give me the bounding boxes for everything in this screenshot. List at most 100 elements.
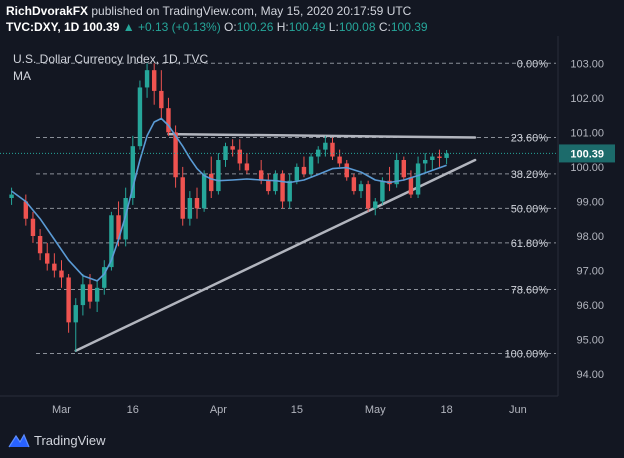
candle-body bbox=[94, 287, 100, 302]
candle-body bbox=[401, 160, 407, 178]
candle-down bbox=[230, 139, 235, 157]
tradingview-brand: TradingView bbox=[34, 432, 106, 448]
candle-down bbox=[344, 160, 349, 181]
candle-up bbox=[187, 191, 193, 226]
candle-down bbox=[209, 156, 214, 198]
candlestick-chart[interactable]: 0.00% 23.60% 38.20% 50.00% 61.80% 78.60% 100.0… bbox=[0, 36, 624, 421]
time-axis[interactable]: Mar 16 Apr 15 May 18 Jun bbox=[52, 404, 527, 416]
time-tick-label: May bbox=[365, 404, 386, 416]
time-tick-label: Jun bbox=[509, 404, 527, 416]
candle-down bbox=[30, 211, 36, 243]
close-label: C: bbox=[378, 20, 391, 34]
last-price-badge-label: 100.39 bbox=[570, 148, 604, 160]
candle-body bbox=[187, 198, 193, 219]
fib-label: 38.20% bbox=[511, 169, 549, 181]
chart-background bbox=[0, 36, 624, 421]
ma-legend[interactable]: MA bbox=[13, 69, 31, 83]
candle-down bbox=[244, 153, 250, 174]
candle-down bbox=[351, 173, 357, 195]
chart-title: U.S. Dollar Currency Index, 1D, TVC bbox=[13, 52, 209, 66]
candle-down bbox=[87, 274, 93, 309]
candle-body bbox=[116, 215, 121, 240]
candle-down bbox=[365, 180, 371, 212]
candle-down bbox=[166, 97, 171, 136]
candle-body bbox=[287, 180, 292, 202]
candle-up bbox=[144, 63, 150, 98]
candle-body bbox=[216, 160, 221, 192]
candle-up bbox=[80, 274, 86, 316]
ma-line bbox=[11, 117, 447, 282]
candle-body bbox=[437, 156, 442, 158]
candle-body bbox=[415, 163, 421, 195]
candle-body bbox=[430, 156, 435, 160]
candle-up bbox=[137, 80, 143, 150]
candle-body bbox=[73, 305, 78, 323]
candle-up bbox=[358, 180, 364, 198]
candle-body bbox=[394, 160, 399, 185]
candle-up bbox=[273, 170, 278, 195]
publish-line: RichDvorakFX published on TradingView.co… bbox=[6, 4, 411, 18]
price-tick-label: 101.00 bbox=[570, 127, 604, 139]
candle-up bbox=[373, 198, 378, 216]
symbol-label: TVC:DXY, 1D bbox=[6, 20, 80, 34]
candle-body bbox=[444, 153, 449, 158]
candle-body bbox=[173, 132, 178, 178]
candle-body bbox=[109, 215, 114, 268]
trendline-support[interactable] bbox=[74, 158, 477, 352]
candle-down bbox=[52, 253, 57, 278]
tradingview-footer[interactable]: TradingView bbox=[8, 429, 106, 451]
author-name[interactable]: RichDvorakFX bbox=[6, 4, 89, 18]
candle-down bbox=[180, 166, 185, 226]
candle-body bbox=[23, 201, 29, 219]
close-value: 100.39 bbox=[390, 20, 428, 34]
candle-down bbox=[66, 274, 71, 333]
price-tick-label: 97.00 bbox=[576, 266, 604, 278]
candle-up bbox=[73, 298, 78, 352]
price-axis[interactable]: 103.00 102.00 101.00 100.00 99.00 98.00 97.00 9… bbox=[559, 58, 615, 381]
candle-down bbox=[23, 194, 29, 226]
trendline-resistance[interactable] bbox=[167, 132, 477, 139]
candle-body bbox=[201, 173, 207, 209]
candle-down bbox=[159, 70, 164, 119]
candle-body bbox=[45, 253, 50, 264]
price-tick-label: 98.00 bbox=[576, 231, 604, 243]
candle-body bbox=[330, 142, 335, 157]
candle-body bbox=[308, 156, 314, 174]
tradingview-logo-icon bbox=[8, 433, 30, 448]
candle-body bbox=[209, 173, 214, 192]
candle-down bbox=[330, 137, 335, 160]
candle-up bbox=[415, 156, 421, 198]
candle-down bbox=[437, 149, 442, 167]
candle-up bbox=[422, 153, 428, 174]
candle-body bbox=[344, 163, 349, 178]
candle-body bbox=[66, 277, 71, 323]
price-tick-label: 94.00 bbox=[576, 369, 604, 381]
candle-down bbox=[401, 156, 407, 181]
candle-body bbox=[123, 198, 128, 240]
candle-up bbox=[323, 135, 328, 157]
candle-body bbox=[194, 198, 200, 209]
candle-body bbox=[30, 218, 36, 236]
low-label: L: bbox=[328, 20, 339, 34]
candle-down bbox=[59, 260, 64, 288]
candle-body bbox=[230, 146, 235, 150]
candle-up bbox=[94, 280, 100, 312]
publish-header: RichDvorakFX published on TradingView.co… bbox=[0, 0, 624, 36]
candle-down bbox=[301, 156, 307, 178]
candle-body bbox=[137, 87, 143, 147]
candle-body bbox=[237, 149, 242, 164]
candle-body bbox=[373, 201, 378, 209]
candle-body bbox=[323, 142, 328, 150]
candle-body bbox=[337, 156, 342, 164]
time-tick-label: 16 bbox=[127, 404, 139, 416]
price-tick-label: 103.00 bbox=[570, 58, 604, 70]
candle-down bbox=[151, 63, 157, 105]
price-tick-label: 96.00 bbox=[576, 300, 604, 312]
candle-body bbox=[258, 170, 264, 181]
candle-down bbox=[194, 187, 200, 219]
fib-label: 50.00% bbox=[511, 203, 549, 215]
high-label: H: bbox=[276, 20, 289, 34]
candle-up bbox=[308, 153, 314, 178]
candle-body bbox=[144, 70, 150, 88]
candle-body bbox=[351, 177, 357, 192]
